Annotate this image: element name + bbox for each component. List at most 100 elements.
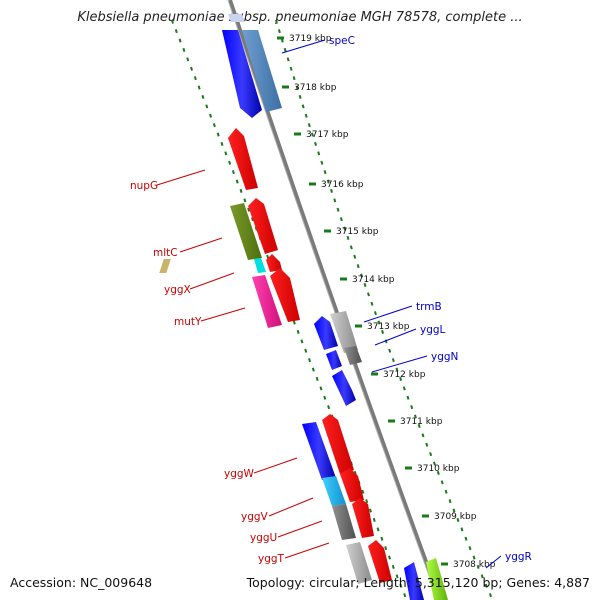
gene-block-tan: [159, 259, 171, 273]
guide-dot: [388, 555, 391, 560]
gene-label-yggr[interactable]: yggR: [505, 551, 532, 563]
gene-block-nupg[interactable]: [228, 128, 258, 190]
gene-block-yggt-red[interactable]: [368, 540, 392, 583]
guide-dot: [174, 29, 178, 34]
guide-dot: [353, 254, 357, 259]
guide-dot: [460, 527, 464, 532]
gene-block-trmb[interactable]: [314, 316, 338, 350]
gene-label-nupg[interactable]: nupG: [130, 180, 158, 192]
gene-label-yggv[interactable]: yggV: [241, 511, 269, 523]
guide-dot: [178, 38, 182, 43]
guide-dot: [298, 94, 302, 99]
guide-dot: [296, 329, 300, 334]
guide-dot: [336, 207, 340, 212]
gene-block-yggl-dark[interactable]: [344, 346, 362, 365]
guide-dot: [308, 358, 312, 363]
guide-dot: [275, 19, 278, 24]
guide-dot: [480, 574, 484, 579]
guide-dot: [320, 160, 324, 165]
gene-label-muty[interactable]: mutY: [174, 316, 202, 328]
guide-dot: [367, 292, 370, 297]
gene-leader-line: [485, 555, 502, 569]
guide-dot: [399, 583, 403, 588]
genome-backbone-highlight: [227, 0, 439, 600]
guide-dot: [436, 470, 440, 475]
gene-label-spec[interactable]: speC: [329, 35, 355, 47]
guide-dot: [228, 160, 232, 165]
gene-block-olive[interactable]: [230, 203, 262, 260]
guide-dot: [406, 395, 410, 400]
guide-dot: [429, 452, 433, 457]
gene-block-yggr-green[interactable]: [426, 558, 448, 600]
ruler-tick-label: 3719 kbp: [289, 34, 332, 44]
gene-label-yggu[interactable]: yggU: [250, 532, 277, 544]
gene-block-yggx[interactable]: [254, 258, 266, 273]
guide-dot: [326, 179, 330, 184]
guide-dot: [403, 593, 407, 598]
guide-dot: [425, 442, 429, 447]
gene-block-yggu-red[interactable]: [352, 498, 374, 538]
guide-dot: [381, 329, 385, 334]
gene-block-yggw-blue[interactable]: [302, 422, 336, 480]
gene-block-yggl-blue[interactable]: [326, 350, 342, 370]
guide-dot: [448, 499, 452, 504]
ruler-tick-label: 3714 kbp: [352, 275, 395, 285]
gene-block-yggt-gray[interactable]: [346, 542, 372, 584]
gene-block-yggw-red[interactable]: [322, 414, 354, 474]
gene-label-yggx[interactable]: yggX: [164, 284, 191, 296]
guide-dot: [391, 358, 395, 363]
guide-dot: [456, 517, 460, 522]
gene-label-yggn[interactable]: yggN: [431, 351, 458, 363]
guide-dot: [472, 555, 476, 560]
guide-dot: [243, 198, 247, 203]
gene-block-yggv-cyan[interactable]: [322, 476, 346, 506]
gene-block-muty[interactable]: [252, 275, 282, 328]
ruler-tick-label: 3712 kbp: [383, 370, 426, 380]
guide-dot: [468, 546, 472, 551]
guide-dot: [380, 536, 384, 541]
gene-label-trmb[interactable]: trmB: [416, 301, 442, 313]
gene-label-yggt[interactable]: yggT: [258, 553, 285, 565]
gene-block-mltc[interactable]: [248, 198, 278, 254]
right-guide-track: [275, 19, 492, 598]
gene-leader-line: [253, 457, 298, 474]
guide-dot: [193, 76, 197, 81]
guide-dot: [444, 489, 448, 494]
ruler-tick-label: 3713 kbp: [367, 322, 410, 332]
guide-dot: [231, 170, 235, 175]
guide-dot: [314, 141, 318, 146]
gene-block-spec[interactable]: [222, 30, 262, 118]
guide-dot: [319, 386, 323, 391]
ruler-tick-label: 3715 kbp: [336, 227, 379, 237]
guide-dot: [413, 414, 417, 419]
guide-dot: [402, 386, 406, 391]
gene-label-yggw[interactable]: yggW: [224, 468, 255, 480]
guide-dot: [295, 85, 299, 90]
guide-dot: [356, 264, 360, 269]
gene-label-yggl[interactable]: yggL: [420, 324, 446, 336]
guide-dot: [343, 226, 347, 231]
guide-dot: [205, 104, 209, 109]
gene-block-small-red[interactable]: [266, 254, 282, 272]
gene-block-yggu-dark[interactable]: [332, 504, 356, 540]
gene-leader-line: [189, 272, 235, 290]
gene-label-mltc[interactable]: mltC: [153, 247, 178, 259]
guide-dot: [417, 423, 421, 428]
accession-text: Accession: NC_009648: [10, 575, 153, 590]
gene-leader-line: [284, 542, 330, 559]
gene-block-yggr-blue[interactable]: [404, 562, 424, 600]
gene-block-spec-steel[interactable]: [242, 30, 282, 112]
guide-dot: [224, 151, 228, 156]
guide-dot: [391, 564, 395, 569]
gene-leader-line: [156, 169, 206, 186]
gene-block-yggv-red[interactable]: [340, 468, 364, 502]
gene-block-yggl-gray[interactable]: [330, 311, 358, 353]
gene-block-yggn[interactable]: [332, 370, 356, 406]
genome-summary-text: Topology: circular; Length: 5,315,120 bp…: [246, 575, 590, 590]
gene-block-mutY-red[interactable]: [270, 268, 300, 322]
guide-dot: [190, 66, 193, 71]
guide-dot: [286, 57, 290, 62]
guide-dot: [377, 320, 381, 325]
guide-dot: [327, 405, 331, 410]
